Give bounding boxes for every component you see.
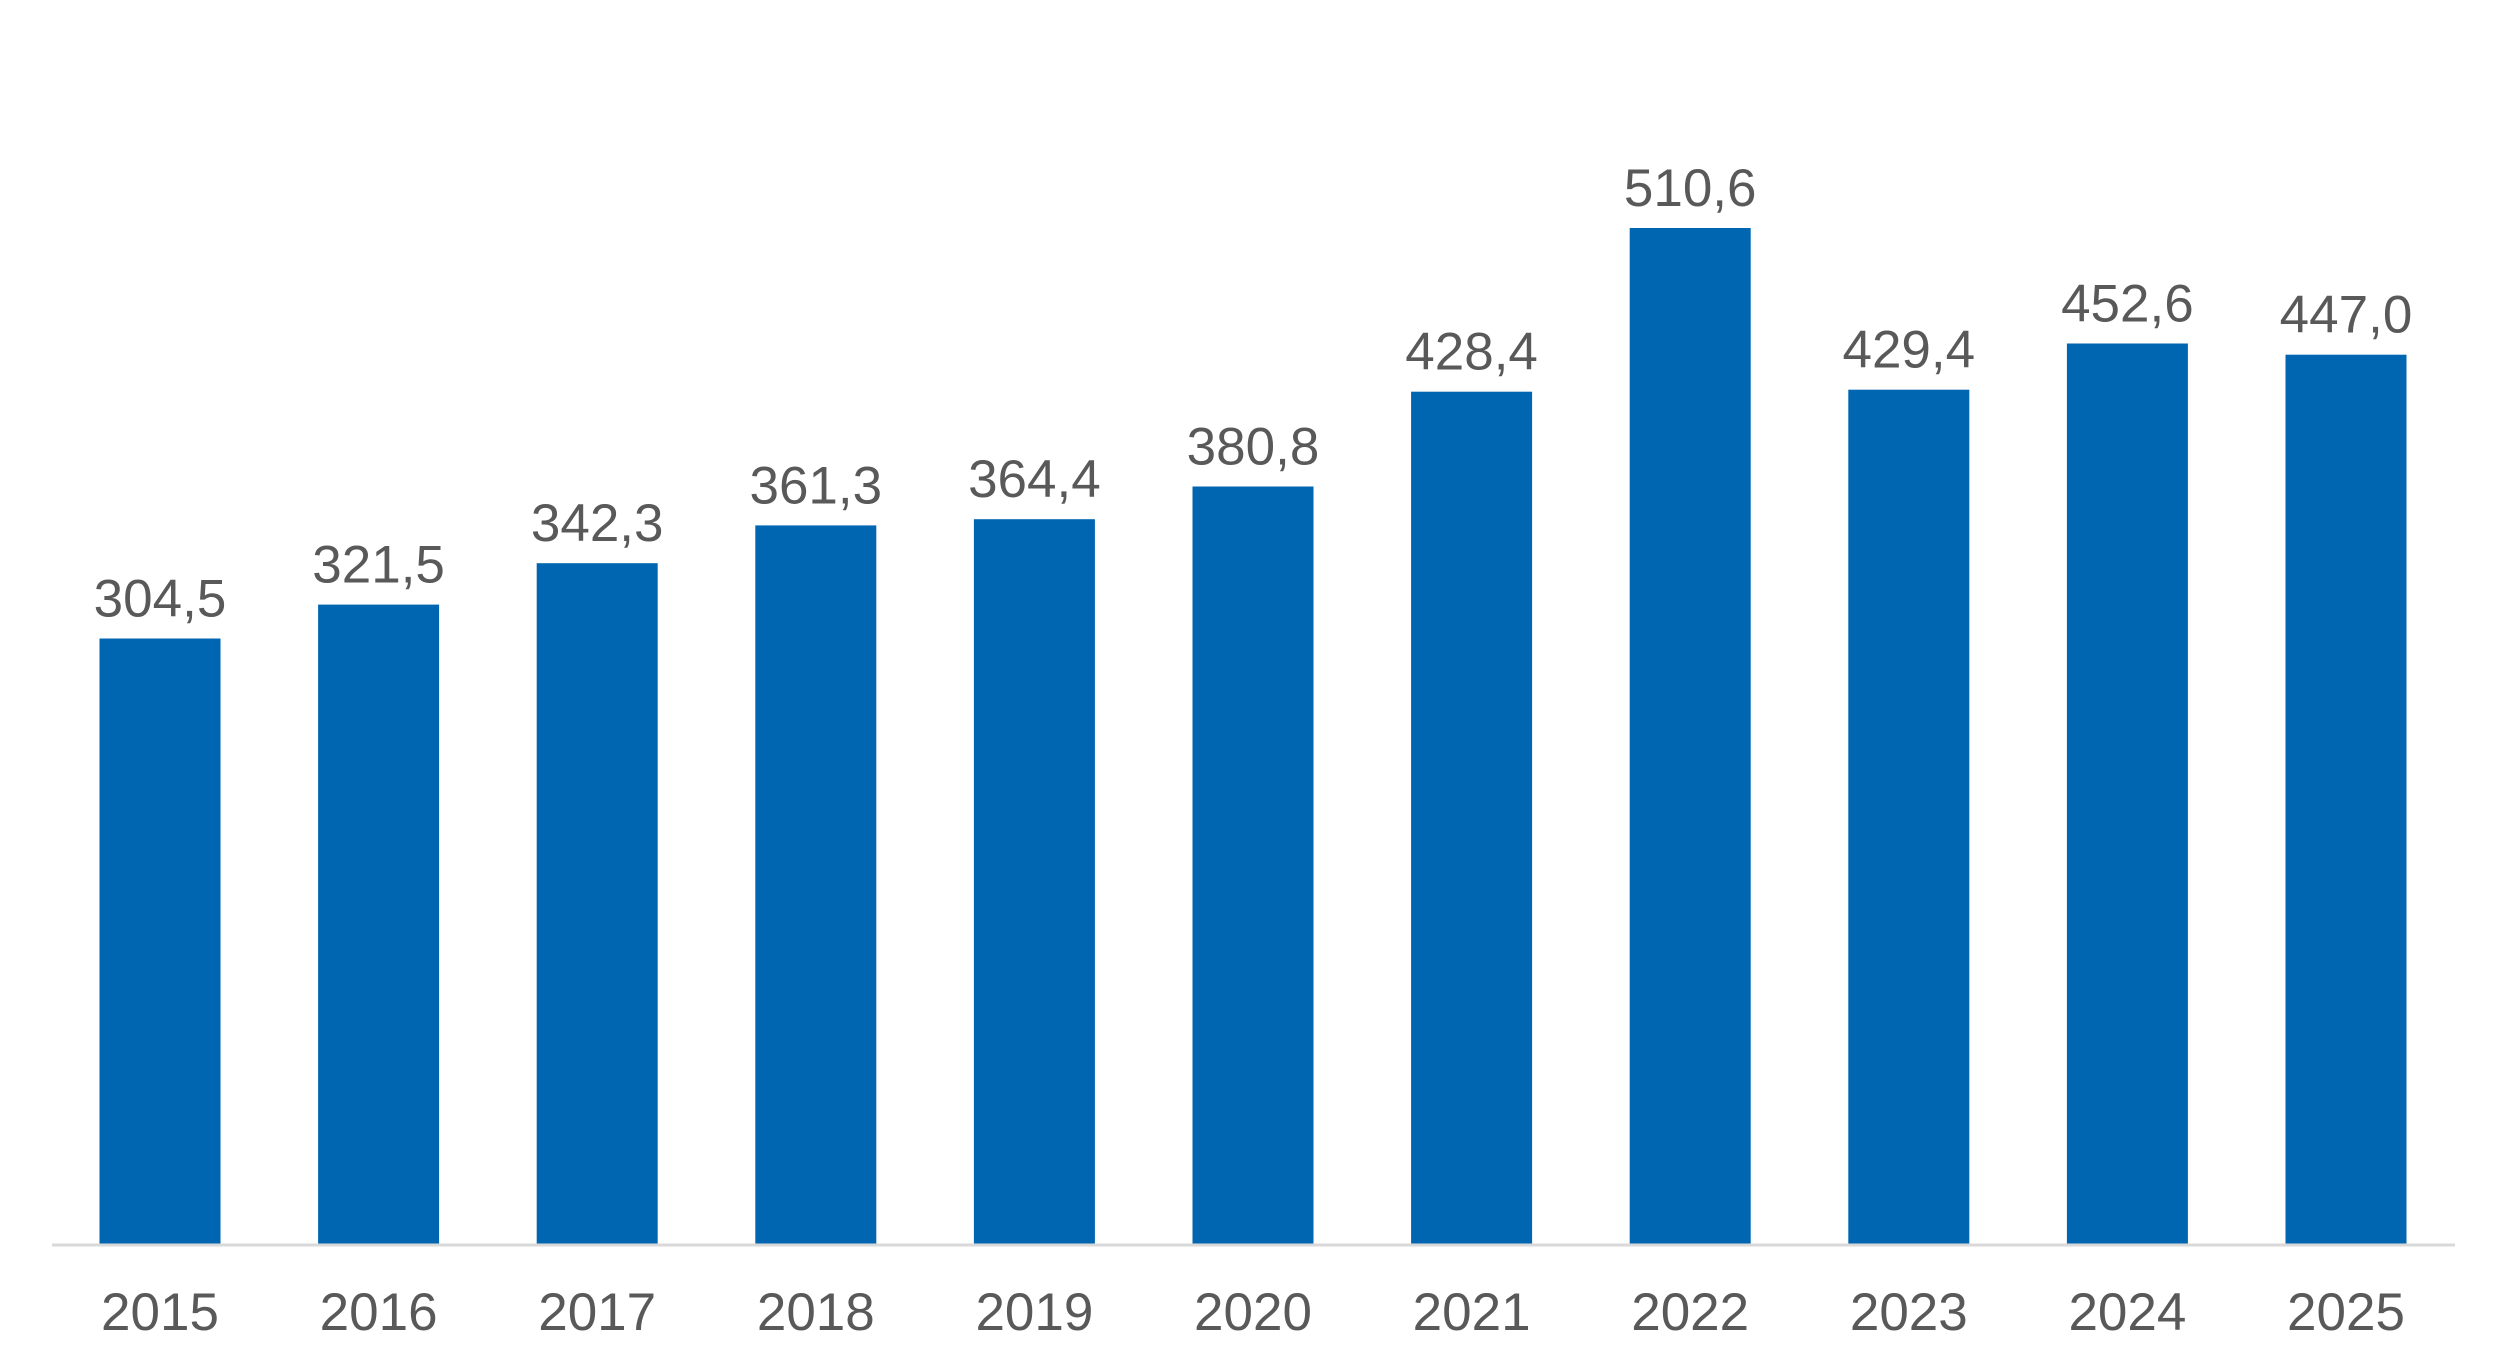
x-tick-label-2022: 2022: [1631, 1283, 1749, 1342]
x-tick-label-2019: 2019: [975, 1283, 1093, 1342]
bar-2023: [1848, 389, 1970, 1245]
x-tick-label-2021: 2021: [1413, 1283, 1531, 1342]
value-label-2022: 510,6: [1624, 159, 1757, 218]
value-label-2024: 452,6: [2061, 275, 2194, 334]
x-tick-label-2015: 2015: [101, 1283, 219, 1342]
bar-2021: [1411, 391, 1533, 1245]
x-tick-label-2016: 2016: [320, 1283, 438, 1342]
bar-2019: [973, 519, 1095, 1245]
bar-2025: [2285, 354, 2407, 1245]
value-label-2023: 429,4: [1842, 321, 1975, 380]
x-tick-label-2025: 2025: [2287, 1283, 2405, 1342]
value-label-2025: 447,0: [2280, 286, 2413, 345]
bar-2015: [99, 638, 221, 1245]
value-label-2021: 428,4: [1405, 323, 1538, 382]
value-label-2020: 380,8: [1187, 418, 1320, 477]
value-label-2018: 361,3: [749, 456, 882, 515]
bar-2024: [2066, 343, 2188, 1245]
value-label-2016: 321,5: [312, 536, 445, 595]
x-tick-label-2024: 2024: [2068, 1283, 2186, 1342]
bar-2016: [318, 604, 440, 1245]
value-label-2015: 304,5: [94, 570, 227, 629]
x-tick-label-2018: 2018: [757, 1283, 875, 1342]
value-label-2017: 342,3: [531, 494, 664, 553]
x-tick-label-2023: 2023: [1850, 1283, 1968, 1342]
bar-2022: [1629, 228, 1751, 1245]
bar-2018: [755, 525, 877, 1245]
x-axis-tick-labels: 2015 2016 2017 2018 2019 2020 2021 2022 2023 2024…: [101, 1283, 2405, 1342]
bar-2017: [536, 563, 658, 1245]
x-tick-label-2020: 2020: [1194, 1283, 1312, 1342]
value-labels-group: 304,5 321,5 342,3 361,3 364,4 380,8 428,4 510,6…: [94, 159, 2413, 629]
x-tick-label-2017: 2017: [538, 1283, 656, 1342]
value-label-2019: 364,4: [968, 450, 1101, 509]
bars-group: [99, 228, 2407, 1245]
bar-2020: [1192, 486, 1314, 1245]
